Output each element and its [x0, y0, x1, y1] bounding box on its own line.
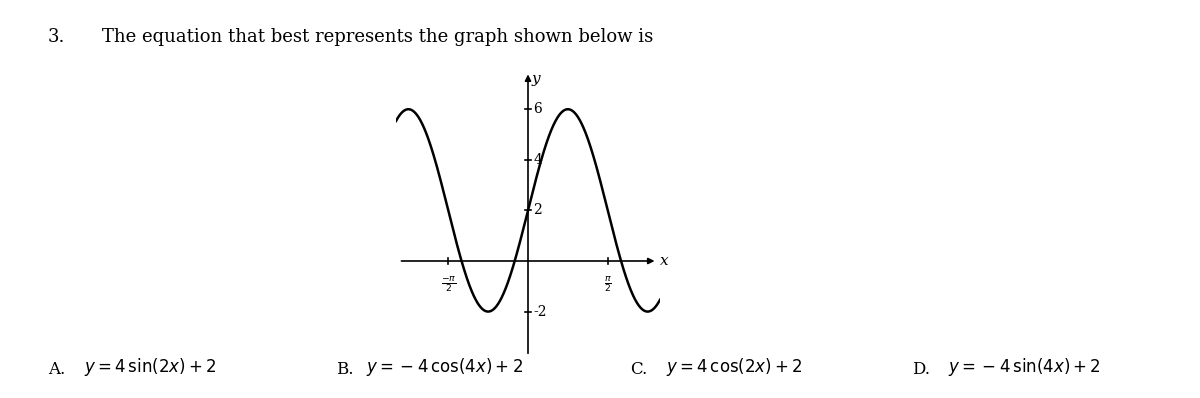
Text: $\frac{\pi}{2}$: $\frac{\pi}{2}$: [604, 275, 612, 295]
Text: $\frac{-\pi}{2}$: $\frac{-\pi}{2}$: [440, 275, 456, 295]
Text: 6: 6: [533, 102, 542, 116]
Text: C.: C.: [630, 361, 647, 378]
Text: D.: D.: [912, 361, 930, 378]
Text: $y = 4\,\mathrm{cos}(2x) + 2$: $y = 4\,\mathrm{cos}(2x) + 2$: [666, 356, 803, 378]
Text: B.: B.: [336, 361, 354, 378]
Text: 3.: 3.: [48, 28, 65, 46]
Text: $y = -4\,\mathrm{sin}(4x) + 2$: $y = -4\,\mathrm{sin}(4x) + 2$: [948, 356, 1100, 378]
Text: $y = 4\,\mathrm{sin}(2x) + 2$: $y = 4\,\mathrm{sin}(2x) + 2$: [84, 356, 216, 378]
Text: $y = -4\,\mathrm{cos}(4x) + 2$: $y = -4\,\mathrm{cos}(4x) + 2$: [366, 356, 523, 378]
Text: The equation that best represents the graph shown below is: The equation that best represents the gr…: [102, 28, 653, 46]
Text: A.: A.: [48, 361, 65, 378]
Text: -2: -2: [533, 304, 546, 318]
Text: y: y: [532, 72, 540, 86]
Text: 4: 4: [533, 153, 542, 167]
Text: x: x: [660, 254, 668, 268]
Text: 2: 2: [533, 203, 542, 217]
